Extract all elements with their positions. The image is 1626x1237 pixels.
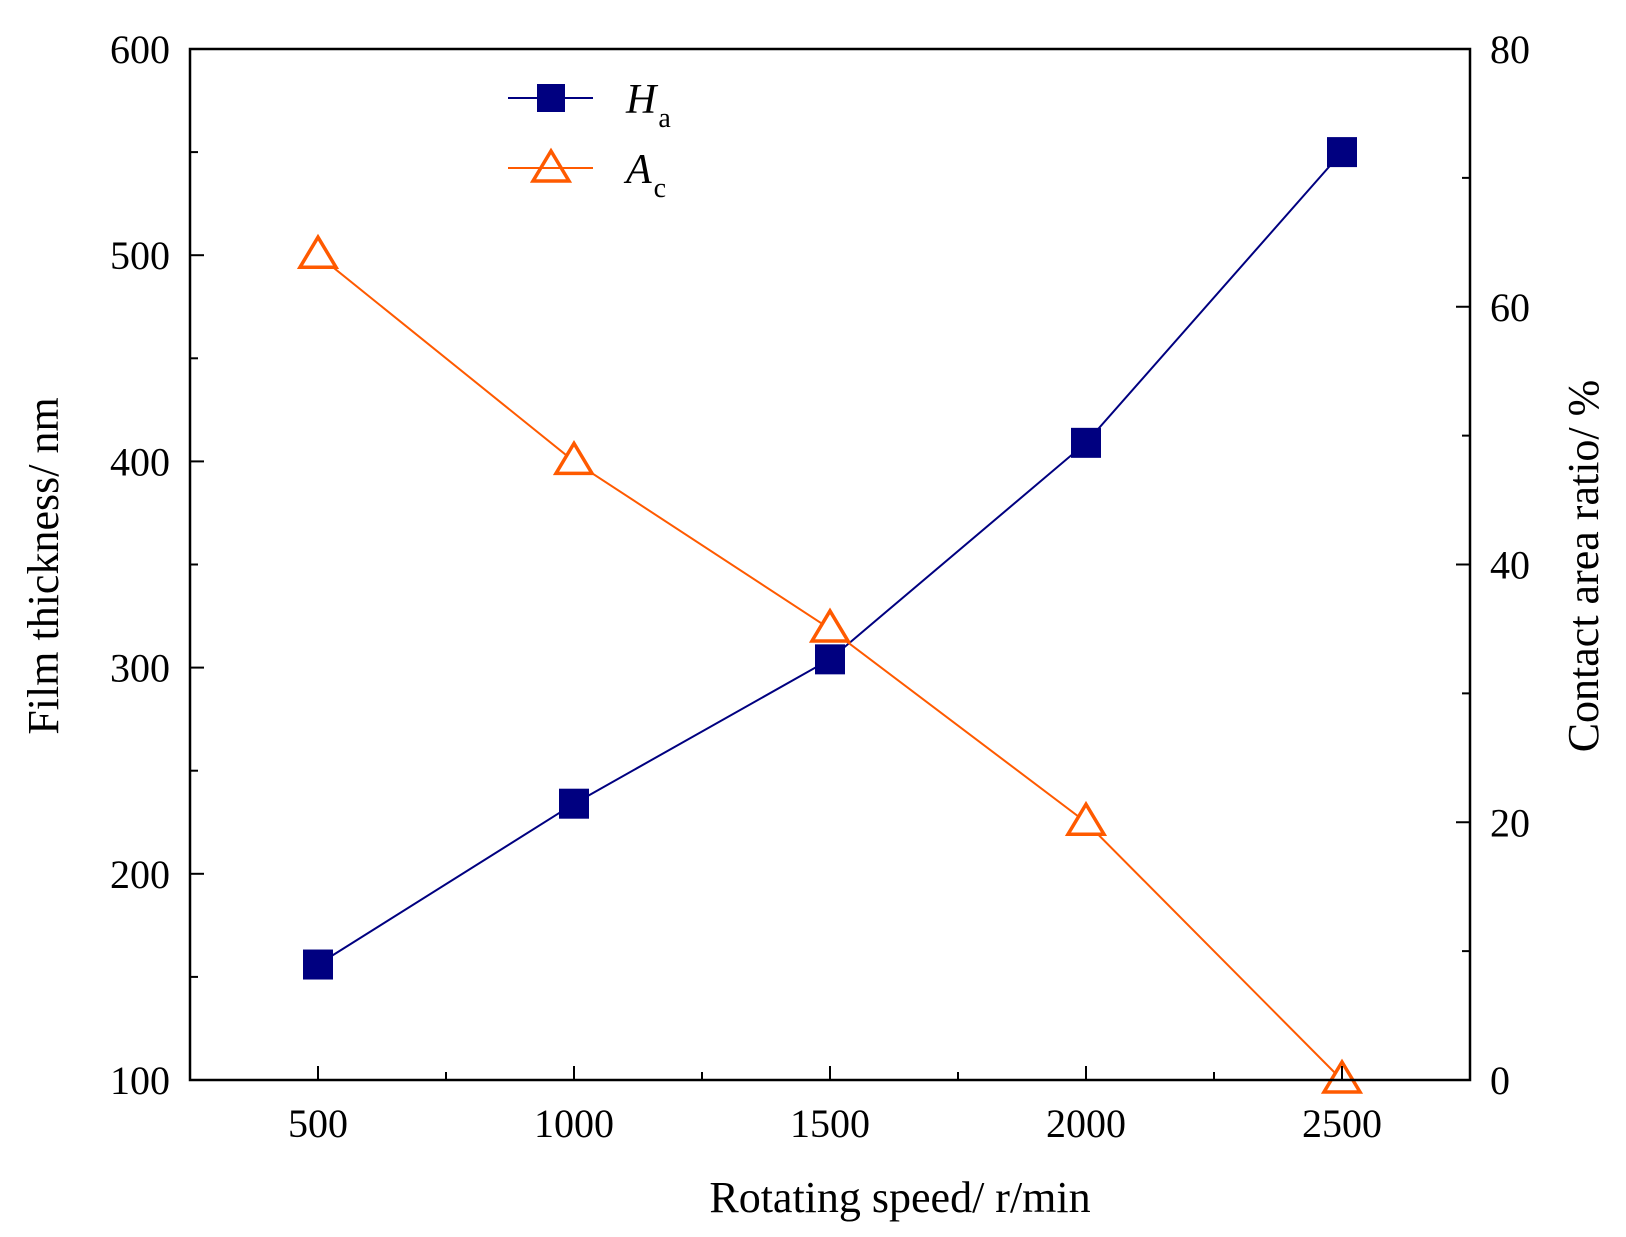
y-left-tick-label: 300 [110,646,170,691]
x-axis-title: Rotating speed/ r/min [709,1173,1090,1222]
y-right-tick-label: 40 [1490,543,1530,588]
y-right-tick-label: 80 [1490,27,1530,72]
legend-label-a: Ac [623,147,666,204]
data-point-h [1071,427,1101,458]
ticks: 500 1000 1500 2000 2500 100 200 300 400 500 600 0 20… [110,27,1530,1146]
y-left-tick-label: 200 [110,852,170,897]
y-axis-left-title: Film thickness/ nm [19,397,68,734]
legend-label-h: Ha [625,77,671,134]
y-left-tick-label: 100 [110,1058,170,1103]
x-tick-label: 1500 [790,1101,870,1146]
legend: Ha Ac [508,77,671,204]
y-left-tick-label: 400 [110,439,170,484]
y-right-tick-label: 20 [1490,800,1530,845]
data-point-h [1327,137,1357,168]
data-point-h [303,949,333,980]
data-point-h [815,644,845,675]
y-axis-right-title: Contact area ratio/ % [1559,380,1608,753]
y-left-tick-label: 500 [110,233,170,278]
x-tick-label: 2500 [1302,1101,1382,1146]
data-point-a [1064,800,1108,836]
x-tick-label: 500 [288,1101,348,1146]
series-markers [296,137,1364,1094]
y-left-tick-label: 600 [110,27,170,72]
legend-symbol-h: H [625,77,659,123]
data-point-a [552,439,596,476]
x-tick-label: 2000 [1046,1101,1126,1146]
y-right-tick-label: 60 [1490,285,1530,330]
legend-symbol-a: A [623,147,652,193]
x-tick-label: 1000 [534,1101,614,1146]
data-point-h [559,788,589,819]
legend-subscript-h: a [658,103,671,134]
legend-marker-a [529,147,573,183]
data-point-a [296,233,340,269]
data-point-a [808,607,852,643]
y-right-tick-label: 0 [1490,1058,1510,1103]
legend-subscript-a: c [654,173,666,204]
legend-marker-h [537,84,565,112]
